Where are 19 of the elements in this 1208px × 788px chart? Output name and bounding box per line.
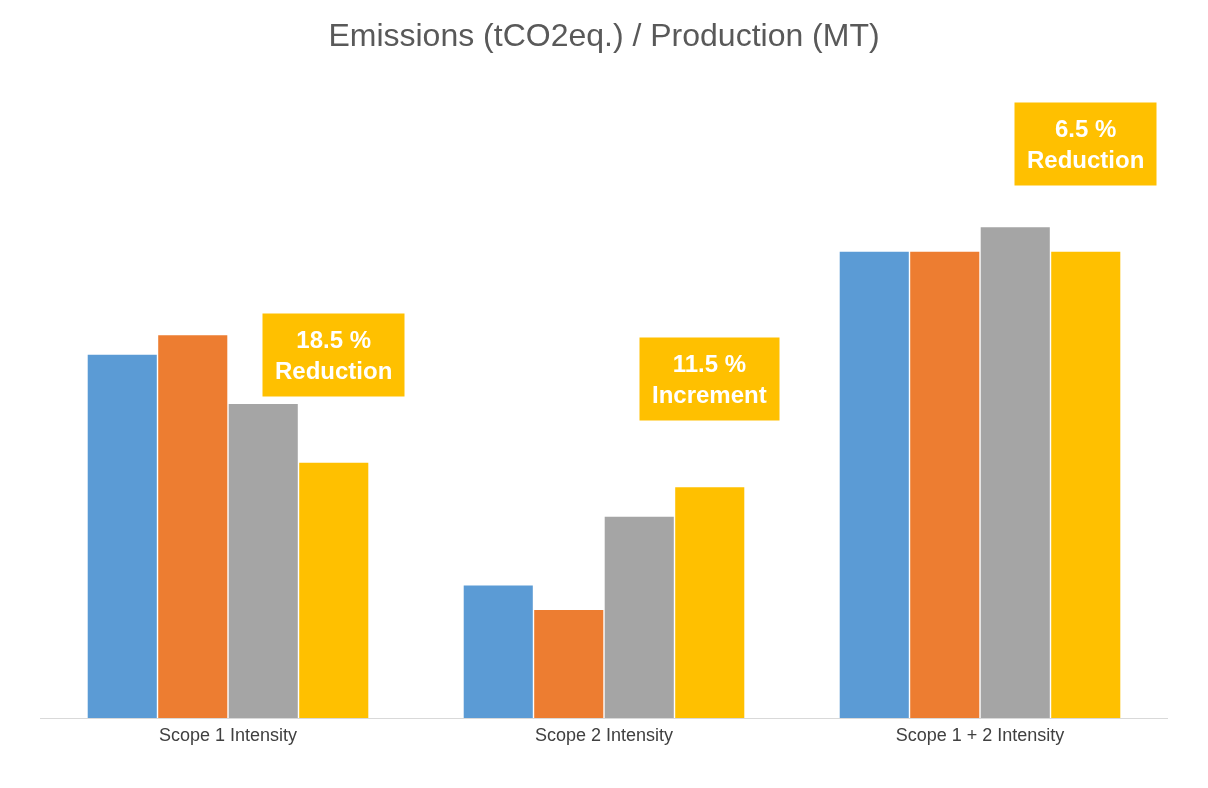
x-tick-label: Scope 1 Intensity bbox=[158, 724, 298, 745]
bar bbox=[299, 462, 369, 718]
bar bbox=[910, 251, 980, 718]
bar bbox=[534, 610, 604, 718]
bar bbox=[87, 354, 157, 718]
bar bbox=[158, 335, 228, 718]
bar bbox=[463, 585, 533, 718]
text: 6.5 % Reduction bbox=[1027, 115, 1145, 174]
x-tick-label: Scope 1 + 2 Intensity bbox=[895, 724, 1065, 745]
x-tick-label: Scope 2 Intensity bbox=[534, 724, 674, 745]
bar bbox=[839, 251, 909, 718]
bar bbox=[1051, 251, 1121, 718]
bar bbox=[675, 487, 745, 718]
chart-title: Emissions (tCO2eq.) / Production (MT) bbox=[328, 17, 880, 54]
bar bbox=[604, 516, 674, 718]
bar bbox=[980, 227, 1050, 718]
annotation: 11.5 % Increment bbox=[652, 350, 767, 409]
bar bbox=[228, 403, 298, 718]
annotation: 18.5 % Reduction bbox=[275, 326, 393, 385]
